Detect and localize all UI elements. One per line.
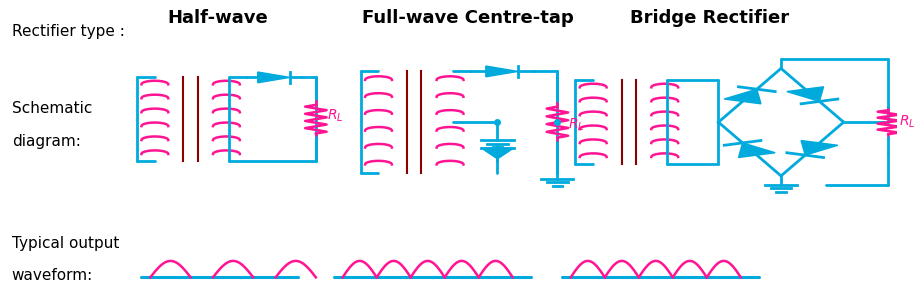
Text: Bridge Rectifier: Bridge Rectifier [630, 9, 789, 27]
Polygon shape [738, 143, 775, 157]
Text: $R_L$: $R_L$ [327, 108, 343, 124]
Text: Schematic: Schematic [12, 101, 92, 116]
Text: Rectifier type :: Rectifier type : [12, 24, 125, 39]
Text: Typical output: Typical output [12, 236, 119, 250]
Polygon shape [258, 72, 290, 83]
Polygon shape [724, 89, 761, 104]
Polygon shape [801, 140, 838, 155]
Text: $R_L$: $R_L$ [899, 114, 915, 130]
Polygon shape [486, 66, 518, 77]
Text: diagram:: diagram: [12, 134, 81, 149]
Text: Full-wave Centre-tap: Full-wave Centre-tap [362, 9, 574, 27]
Text: waveform:: waveform: [12, 268, 93, 283]
Polygon shape [481, 148, 513, 159]
Polygon shape [787, 87, 823, 102]
Text: $R_L$: $R_L$ [568, 117, 585, 133]
Text: Half-wave: Half-wave [167, 9, 268, 27]
